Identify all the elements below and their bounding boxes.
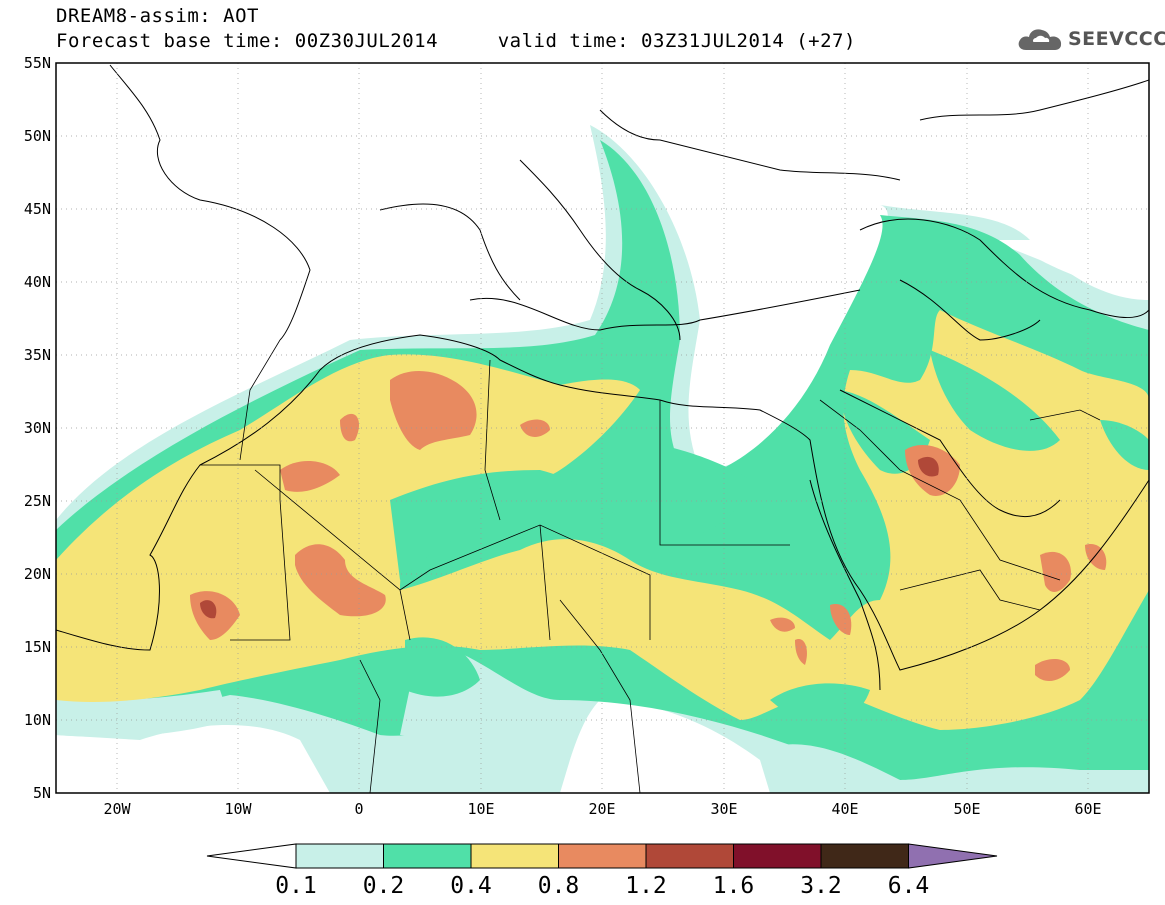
longitude-labels: 20W 10W 0 10E 20E 30E 40E 50E 60E [103,800,1101,818]
colorbar-swatch [558,843,647,869]
lon-label: 10W [224,800,252,818]
lat-label: 40N [24,273,51,291]
lat-label: 45N [24,200,51,218]
latitude-labels: 55N 50N 45N 40N 35N 30N 25N 20N 15N 10N … [24,54,51,802]
colorbar-low-arrow [206,843,297,869]
lon-label: 10E [467,800,494,818]
coastlines [56,64,1149,691]
logo-text: SEEVCCC [1068,28,1165,50]
graticule [56,63,1149,793]
colorbar-label: 1.6 [713,873,755,899]
lat-label: 10N [24,711,51,729]
lat-label: 50N [24,127,51,145]
colorbar-swatch [295,843,384,869]
seevccc-logo: SEEVCCC [1016,24,1165,54]
lat-label: 30N [24,419,51,437]
lat-label: 55N [24,54,51,72]
colorbar-label: 3.2 [800,873,842,899]
map-frame [55,62,1150,794]
colorbar-label: 0.2 [363,873,405,899]
lat-label: 15N [24,638,51,656]
lon-label: 50E [953,800,980,818]
colorbar-label: 0.1 [275,873,317,899]
colorbar-swatch [733,843,822,869]
lon-label: 40E [831,800,858,818]
colorbar-label: 0.4 [450,873,492,899]
colorbar-label: 6.4 [888,873,930,899]
colorbar-label: 0.8 [538,873,580,899]
lon-label: 0 [354,800,363,818]
colorbar-swatch [383,843,472,869]
lon-label: 60E [1074,800,1101,818]
colorbar-labels: 0.1 0.2 0.4 0.8 1.2 1.6 3.2 6.4 [275,873,929,899]
country-borders [200,339,1101,793]
colorbar-high-arrow [908,843,998,869]
aot-band-1.2 [200,456,939,619]
lat-label: 5N [33,784,51,802]
lon-label: 20E [588,800,615,818]
colorbar-swatch [645,843,734,869]
map-title: DREAM8-assim: AOT [56,5,259,27]
colorbar [206,843,998,869]
lat-label: 25N [24,492,51,510]
colorbar-swatch [470,843,559,869]
lat-label: 20N [24,565,51,583]
lat-label: 35N [24,346,51,364]
lon-label: 20W [103,800,131,818]
cloud-icon [1018,29,1062,50]
colorbar-label: 1.2 [625,873,667,899]
colorbar-swatch [820,843,909,869]
lon-label: 30E [710,800,737,818]
forecast-time-line: Forecast base time: 00Z30JUL2014 valid t… [56,30,856,52]
